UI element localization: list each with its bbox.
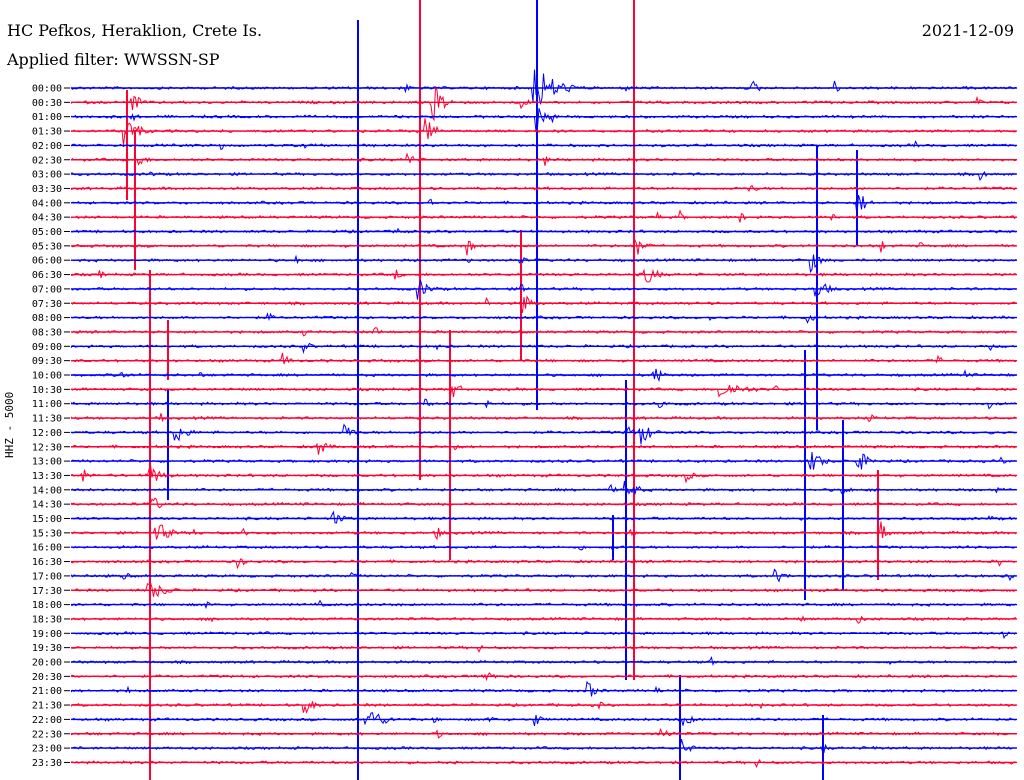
time-tick-label: 12:30 bbox=[32, 442, 62, 453]
time-tick-label: 22:30 bbox=[32, 729, 62, 740]
time-tick-label: 14:00 bbox=[32, 485, 62, 496]
seismogram-trace bbox=[71, 738, 1016, 754]
time-tick-label: 00:30 bbox=[32, 98, 62, 109]
time-tick-label: 03:30 bbox=[32, 184, 62, 195]
time-tick-label: 10:00 bbox=[32, 371, 62, 382]
time-tick-label: 11:30 bbox=[32, 414, 62, 425]
time-tick-label: 06:00 bbox=[32, 256, 62, 267]
time-tick-label: 15:00 bbox=[32, 514, 62, 525]
seismogram-trace bbox=[70, 701, 1017, 714]
time-tick-label: 15:30 bbox=[32, 528, 62, 539]
time-tick-label: 16:30 bbox=[32, 557, 62, 568]
seismogram-trace bbox=[70, 352, 1017, 365]
seismogram-trace bbox=[70, 69, 1017, 105]
seismogram-trace bbox=[70, 497, 1017, 509]
time-tick-label: 05:00 bbox=[32, 227, 62, 238]
time-tick-label: 06:30 bbox=[32, 270, 62, 281]
filter-label: Applied filter: WWSSN-SP bbox=[7, 50, 220, 69]
time-tick-label: 11:00 bbox=[32, 399, 62, 410]
time-tick-label: 04:30 bbox=[32, 213, 62, 224]
time-tick-label: 14:30 bbox=[32, 500, 62, 511]
seismogram-trace bbox=[70, 195, 1017, 216]
time-tick-label: 08:30 bbox=[32, 327, 62, 338]
time-tick-label: 09:00 bbox=[32, 342, 62, 353]
time-tick-label: 21:30 bbox=[32, 701, 62, 712]
time-tick-label: 07:00 bbox=[32, 284, 62, 295]
seismogram-trace bbox=[70, 558, 1017, 570]
seismogram-trace bbox=[70, 254, 1017, 274]
seismogram-trace bbox=[70, 510, 1017, 524]
time-tick-label: 19:00 bbox=[32, 629, 62, 640]
time-tick-label: 22:00 bbox=[32, 715, 62, 726]
time-tick-label: 08:00 bbox=[32, 313, 62, 324]
seismogram-trace bbox=[70, 442, 1017, 455]
seismogram-trace bbox=[70, 295, 1017, 313]
seismogram-trace bbox=[70, 279, 1017, 300]
time-tick-label: 04:00 bbox=[32, 198, 62, 209]
seismogram-trace bbox=[70, 680, 1017, 697]
seismogram-trace bbox=[70, 452, 1017, 470]
seismogram-trace bbox=[70, 268, 1017, 283]
date-label: 2021-12-09 bbox=[921, 21, 1014, 40]
seismogram-trace bbox=[70, 86, 1016, 122]
time-tick-label: 01:00 bbox=[32, 112, 62, 123]
time-tick-label: 07:30 bbox=[32, 299, 62, 310]
seismogram-trace bbox=[70, 342, 1017, 355]
time-tick-label: 09:30 bbox=[32, 356, 62, 367]
seismogram-trace bbox=[70, 464, 1017, 484]
time-tick-label: 19:30 bbox=[32, 643, 62, 654]
time-tick-label: 13:30 bbox=[32, 471, 62, 482]
time-tick-label: 03:00 bbox=[32, 170, 62, 181]
time-tick-label: 17:30 bbox=[32, 586, 62, 597]
seismogram-trace bbox=[71, 759, 1017, 769]
time-tick-label: 10:30 bbox=[32, 385, 62, 396]
seismogram-trace bbox=[70, 384, 1017, 398]
seismogram-trace bbox=[70, 644, 1017, 653]
seismogram-trace bbox=[70, 423, 1017, 445]
time-tick-label: 20:30 bbox=[32, 672, 62, 683]
station-title: HC Pefkos, Heraklion, Crete Is. bbox=[7, 21, 263, 40]
time-tick-label: 23:30 bbox=[32, 758, 62, 769]
seismogram-trace bbox=[70, 238, 1017, 256]
time-tick-label: 00:00 bbox=[32, 84, 62, 95]
time-tick-label: 17:00 bbox=[32, 571, 62, 582]
time-tick-label: 01:30 bbox=[32, 127, 62, 138]
seismogram-trace bbox=[70, 480, 1017, 497]
time-tick-label: 12:00 bbox=[32, 428, 62, 439]
time-tick-label: 23:00 bbox=[32, 744, 62, 755]
time-tick-label: 20:00 bbox=[32, 658, 62, 669]
time-tick-label: 18:30 bbox=[32, 614, 62, 625]
time-tick-label: 18:00 bbox=[32, 600, 62, 611]
seismogram-trace bbox=[70, 170, 1017, 182]
seismogram-trace bbox=[71, 108, 1017, 132]
time-tick-label: 05:30 bbox=[32, 241, 62, 252]
time-tick-label: 21:00 bbox=[32, 686, 62, 697]
seismogram-trace bbox=[70, 615, 1017, 624]
time-tick-label: 02:00 bbox=[32, 141, 62, 152]
time-tick-label: 16:00 bbox=[32, 543, 62, 554]
time-tick-label: 02:30 bbox=[32, 155, 62, 166]
seismogram-trace bbox=[70, 521, 1017, 541]
seismogram-trace bbox=[70, 655, 1017, 666]
time-tick-label: 13:00 bbox=[32, 457, 62, 468]
